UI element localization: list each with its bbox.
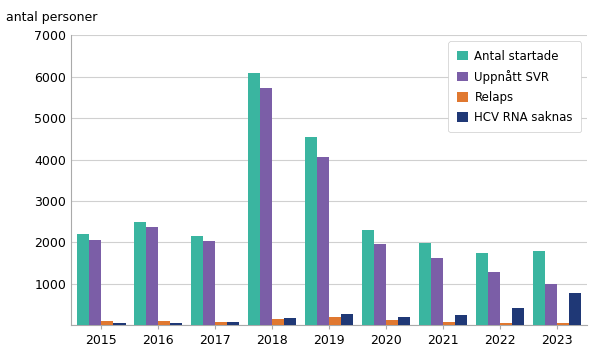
Bar <box>431 258 443 325</box>
Bar <box>77 234 89 325</box>
Text: antal personer: antal personer <box>6 11 97 24</box>
Bar <box>374 244 386 325</box>
Bar <box>260 88 272 325</box>
Bar <box>228 322 239 325</box>
Bar <box>386 320 398 325</box>
Bar <box>500 323 512 325</box>
Bar <box>398 318 410 325</box>
Bar <box>455 315 467 325</box>
Bar <box>191 236 203 325</box>
Bar <box>203 241 215 325</box>
Bar <box>329 317 341 325</box>
Bar <box>272 319 285 325</box>
Bar <box>113 322 125 325</box>
Bar <box>159 321 170 325</box>
Bar <box>512 308 524 325</box>
Bar <box>419 243 431 325</box>
Bar <box>545 284 557 325</box>
Bar <box>285 318 296 325</box>
Bar <box>248 73 260 325</box>
Bar <box>102 321 113 325</box>
Bar <box>305 137 317 325</box>
Bar <box>170 322 182 325</box>
Bar <box>89 240 102 325</box>
Bar <box>134 222 146 325</box>
Bar <box>488 272 500 325</box>
Legend: Antal startade, Uppnått SVR, Relaps, HCV RNA saknas: Antal startade, Uppnått SVR, Relaps, HCV… <box>448 41 581 132</box>
Bar <box>443 322 455 325</box>
Bar <box>533 251 545 325</box>
Bar <box>557 323 569 325</box>
Bar <box>476 253 488 325</box>
Bar <box>569 293 581 325</box>
Bar <box>146 227 159 325</box>
Bar <box>317 158 329 325</box>
Bar <box>362 230 374 325</box>
Bar <box>341 314 353 325</box>
Bar <box>215 321 228 325</box>
